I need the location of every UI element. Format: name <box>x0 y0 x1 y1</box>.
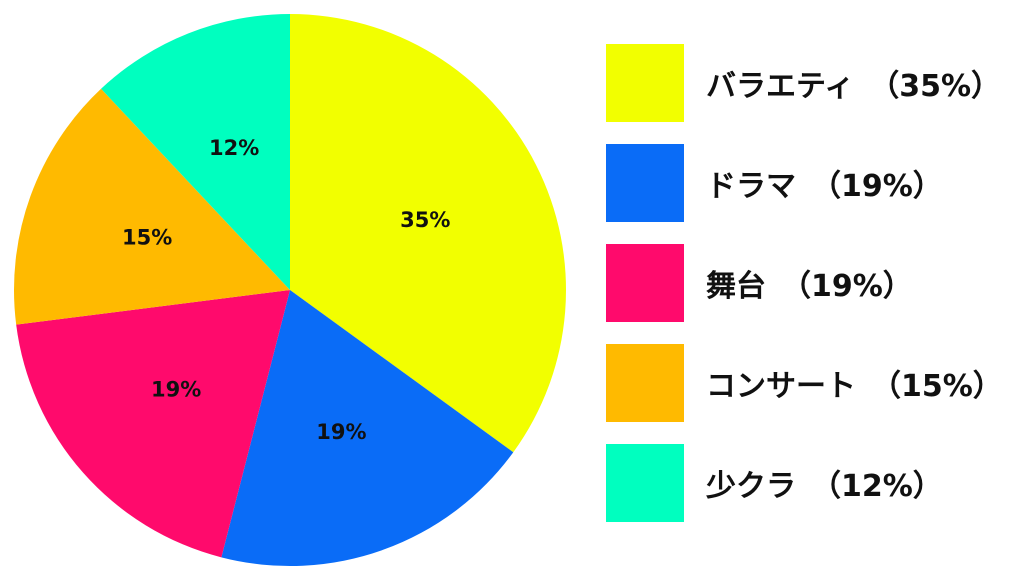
pie-slice <box>290 14 566 453</box>
legend-item: 少クラ （12%） <box>606 444 1016 522</box>
legend-label: ドラマ （19%） <box>706 169 943 204</box>
legend-item: バラエティ （35%） <box>606 44 1016 122</box>
slice-label: 35% <box>400 208 450 232</box>
slice-label: 12% <box>209 136 259 160</box>
legend-swatch <box>606 44 684 122</box>
legend-item: 舞台 （19%） <box>606 244 1016 322</box>
slice-label: 19% <box>316 420 366 444</box>
legend-label: 舞台 （19%） <box>706 269 913 304</box>
pie-slice <box>13 88 290 325</box>
legend-item: コンサート （15%） <box>606 344 1016 422</box>
slice-label: 19% <box>151 377 201 401</box>
legend-label: 少クラ （12%） <box>706 469 943 504</box>
legend-swatch <box>606 244 684 322</box>
pie-slice <box>221 290 514 567</box>
legend-swatch <box>606 144 684 222</box>
legend-swatch <box>606 344 684 422</box>
legend-swatch <box>606 444 684 522</box>
pie-slice <box>101 14 290 290</box>
legend-label: バラエティ （35%） <box>706 69 1002 104</box>
legend-label: コンサート （15%） <box>706 369 1003 404</box>
slice-label: 15% <box>122 226 172 250</box>
pie-slice <box>16 290 291 558</box>
legend: バラエティ （35%） ドラマ （19%） 舞台 （19%） コンサート （15… <box>606 44 1016 544</box>
legend-item: ドラマ （19%） <box>606 144 1016 222</box>
